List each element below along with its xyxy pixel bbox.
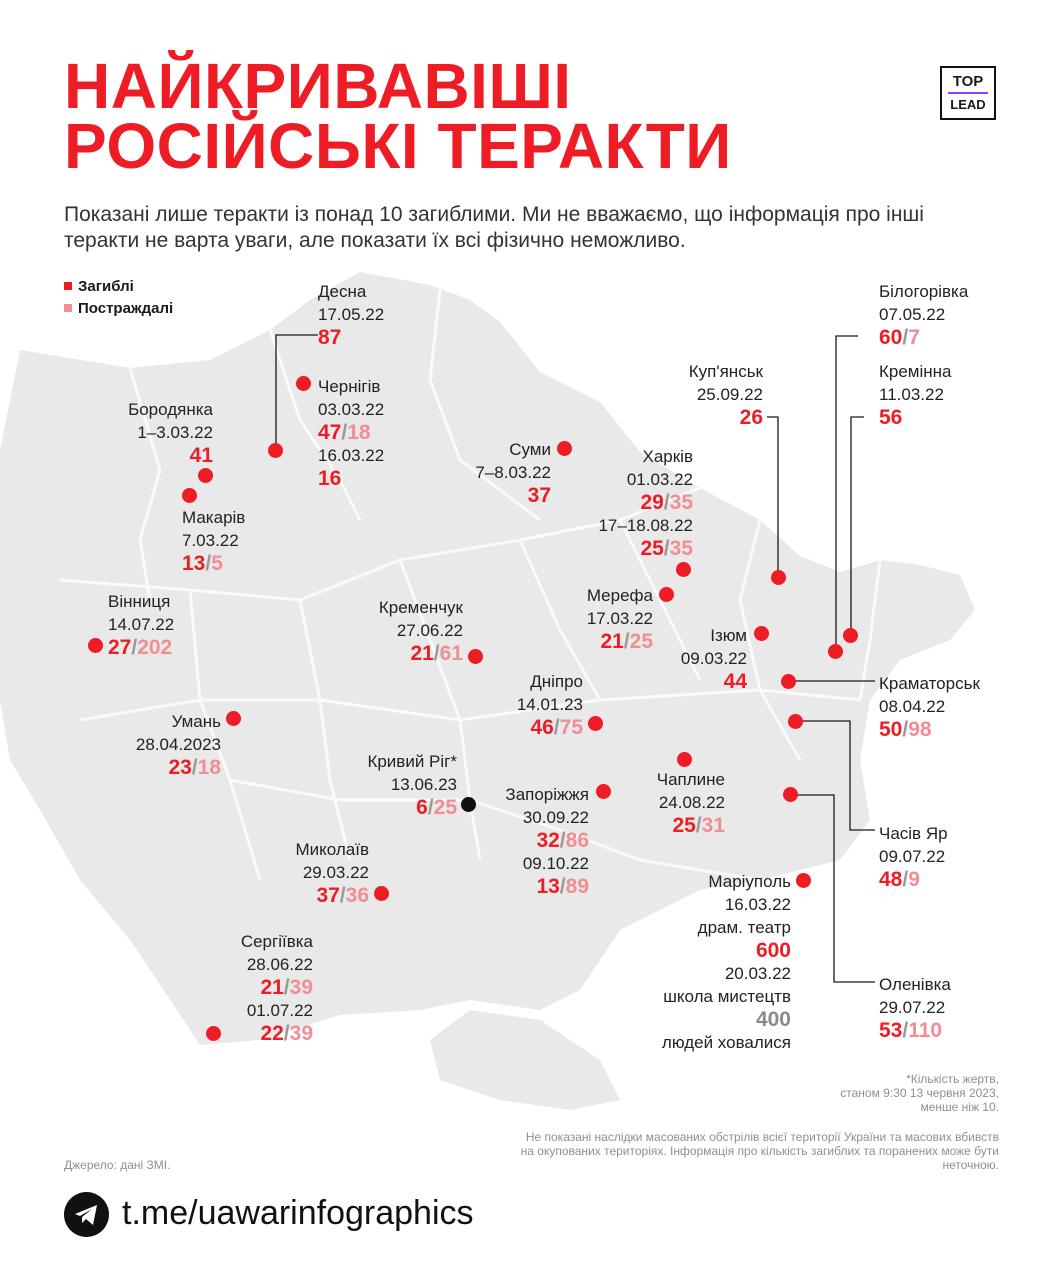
marker-merefa xyxy=(659,587,674,602)
marker-kryvyi-rih xyxy=(461,797,476,812)
marker-borodianka xyxy=(198,468,213,483)
label-chasiv-yar: Часів Яр 09.07.22 48/9 xyxy=(879,824,948,891)
marker-makariv xyxy=(182,488,197,503)
label-desna: Десна 17.05.22 87 xyxy=(318,282,385,349)
label-kremenchuk: Кременчук 27.06.22 21/61 xyxy=(378,598,463,665)
label-chaplyne: Чаплине 24.08.22 25/31 xyxy=(656,770,725,837)
marker-uman xyxy=(226,711,241,726)
oblast-borders xyxy=(59,289,882,882)
page-title: НАЙКРИВАВІШІ РОСІЙСЬКІ ТЕРАКТИ xyxy=(64,50,732,182)
label-mykolaiv: Миколаїв 29.03.22 37/36 xyxy=(295,840,370,907)
label-kryvyi-rih: Кривий Ріг* 13.06.23 6/25 xyxy=(367,752,457,819)
marker-desna xyxy=(268,443,283,458)
footnote: *Кількість жертв, станом 9:30 13 червня … xyxy=(840,1072,999,1114)
subtitle: Показані лише теракти із понад 10 загибл… xyxy=(64,203,924,252)
label-mariupol: Маріуполь 16.03.22 драм. театр 600 20.03… xyxy=(661,872,791,1052)
marker-chernihiv xyxy=(296,376,311,391)
marker-kramatorsk xyxy=(781,674,796,689)
title-line-1: НАЙКРИВАВІШІ xyxy=(64,50,572,122)
label-kharkiv: Харків 01.03.22 29/35 17–18.08.22 25/35 xyxy=(598,447,693,560)
label-kreminna: Кремінна 11.03.22 56 xyxy=(879,362,952,429)
marker-dnipro xyxy=(588,716,603,731)
marker-kharkiv xyxy=(676,562,691,577)
label-bilohorivka: Білогорівка 07.05.22 60/7 xyxy=(879,282,969,349)
marker-serhiivka xyxy=(206,1026,221,1041)
leader-lines xyxy=(275,334,875,983)
legend-item-injured: Постраждалі xyxy=(64,298,173,320)
top-lead-logo: TOP LEAD xyxy=(940,66,996,120)
label-kupiansk: Куп'янськ 25.09.22 26 xyxy=(688,362,763,429)
crimea-shape xyxy=(430,1010,620,1110)
label-borodianka: Бородянка 1–3.03.22 41 xyxy=(128,400,213,467)
legend-swatch-injured xyxy=(64,304,72,312)
label-sumy: Суми 7–8.03.22 37 xyxy=(475,440,551,507)
source-note: Джерело: дані ЗМІ. xyxy=(64,1158,171,1172)
label-dnipro: Дніпро 14.01.23 46/75 xyxy=(516,672,583,739)
legend-item-killed: Загиблі xyxy=(64,276,173,298)
label-izium: Ізюм 09.03.22 44 xyxy=(680,626,747,693)
label-zaporizhzhia: Запоріжжя 30.09.22 32/86 09.10.22 13/89 xyxy=(505,785,589,898)
marker-olenivka xyxy=(783,787,798,802)
title-line-2: РОСІЙСЬКІ ТЕРАКТИ xyxy=(64,110,732,182)
telegram-icon[interactable] xyxy=(64,1192,109,1237)
label-makariv: Макарів 7.03.22 13/5 xyxy=(182,508,246,575)
marker-bilohorivka xyxy=(828,644,843,659)
label-vinnytsia: Вінниця 14.07.22 27/202 xyxy=(108,592,175,659)
ukraine-shape xyxy=(0,272,975,1045)
marker-chaplyne xyxy=(677,752,692,767)
disclaimer: Не показані наслідки масованих обстрілів… xyxy=(520,1130,999,1172)
marker-kreminna xyxy=(843,628,858,643)
legend-swatch-killed xyxy=(64,282,72,290)
marker-mariupol xyxy=(796,873,811,888)
marker-mykolaiv xyxy=(374,886,389,901)
label-kramatorsk: Краматорськ 08.04.22 50/98 xyxy=(879,674,980,741)
marker-kremenchuk xyxy=(468,649,483,664)
marker-vinnytsia xyxy=(88,638,103,653)
legend: Загиблі Постраждалі xyxy=(64,276,173,320)
ukraine-map xyxy=(0,272,975,1110)
label-olenivka: Оленівка 29.07.22 53/110 xyxy=(879,975,951,1042)
label-chernihiv: Чернігів 03.03.22 47/18 16.03.22 16 xyxy=(318,377,385,490)
marker-chasiv-yar xyxy=(788,714,803,729)
marker-kupiansk xyxy=(771,570,786,585)
label-serhiivka: Сергіївка 28.06.22 21/39 01.07.22 22/39 xyxy=(240,932,313,1045)
marker-sumy xyxy=(557,441,572,456)
label-uman: Умань 28.04.2023 23/18 xyxy=(135,712,221,779)
telegram-link[interactable]: t.me/uawarinfographics xyxy=(122,1194,474,1232)
marker-zaporizhzhia xyxy=(596,784,611,799)
marker-izium xyxy=(754,626,769,641)
label-merefa: Мерефа 17.03.22 21/25 xyxy=(586,586,653,653)
